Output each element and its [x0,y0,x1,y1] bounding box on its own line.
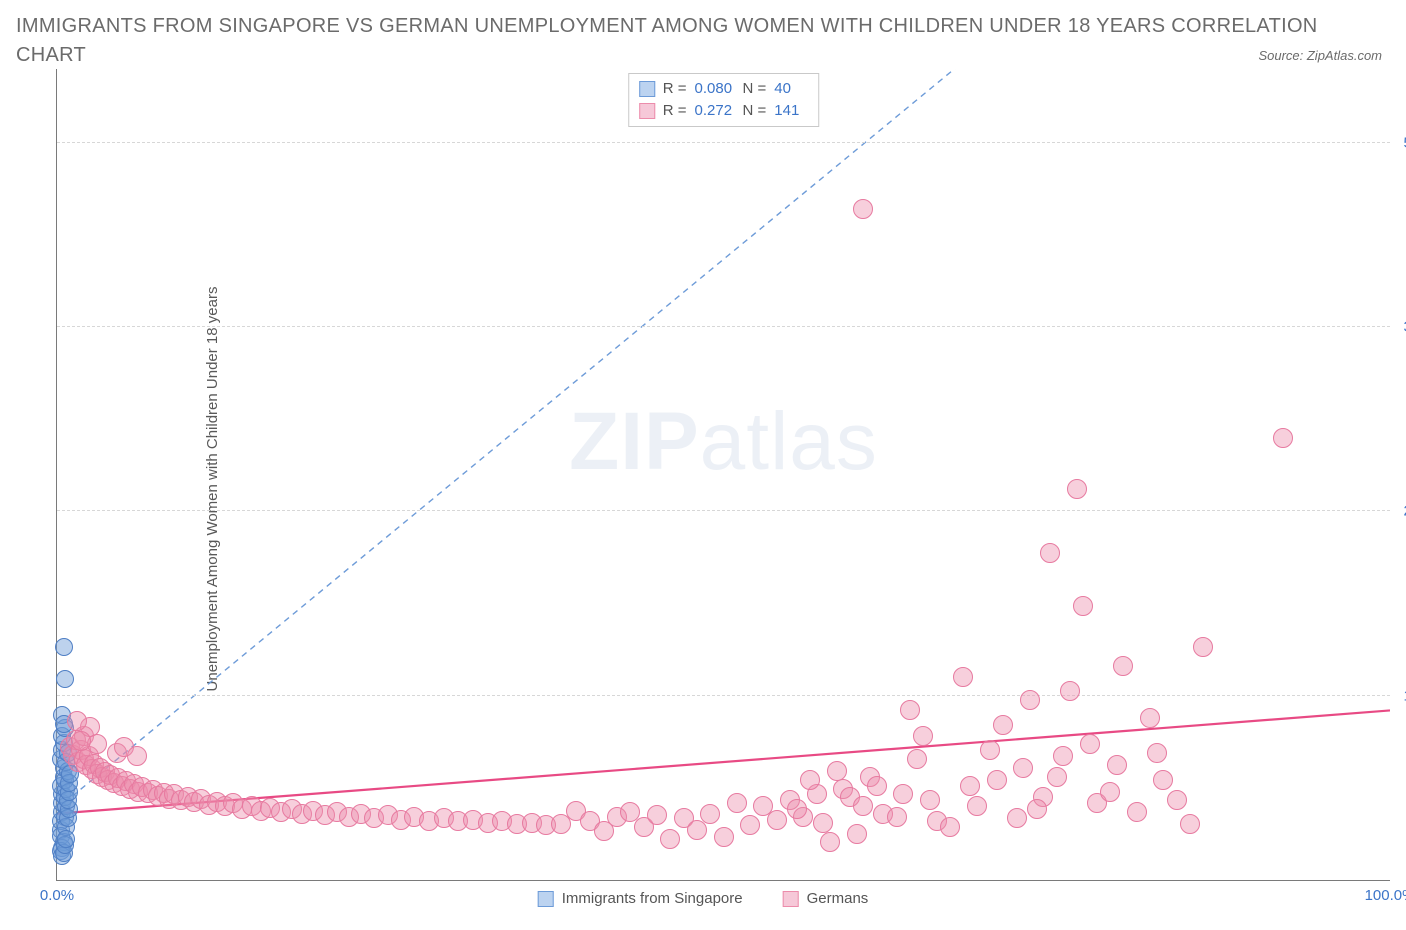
data-point [1167,790,1187,810]
chart-container: Unemployment Among Women with Children U… [16,69,1390,909]
source-attribution: Source: ZipAtlas.com [1258,48,1382,63]
data-point [1053,746,1073,766]
y-tick-label: 37.5% [1396,319,1406,336]
legend-item-series1: Immigrants from Singapore [538,890,743,907]
data-point [727,793,747,813]
data-point [907,749,927,769]
data-point [1180,814,1200,834]
data-point [1073,596,1093,616]
data-point [960,776,980,796]
n-value-series1: 40 [774,78,804,100]
data-point [940,817,960,837]
legend-label-series1: Immigrants from Singapore [562,890,743,907]
data-point [1040,543,1060,563]
gridline [57,695,1390,696]
data-point [1147,743,1167,763]
data-point [1007,808,1027,828]
legend-item-series2: Germans [783,890,869,907]
r-value-series2: 0.272 [695,100,735,122]
y-tick-label: 50.0% [1396,134,1406,151]
n-value-series2: 141 [774,100,804,122]
legend-swatch-series1-icon [538,891,554,907]
data-point [56,670,74,688]
data-point [853,796,873,816]
stats-row-series1: R = 0.080 N = 40 [639,78,805,100]
data-point [1107,755,1127,775]
data-point [740,815,760,835]
data-point [714,827,734,847]
data-point [700,804,720,824]
data-point [853,199,873,219]
data-point [55,638,73,656]
data-point [660,829,680,849]
x-axis-legend: Immigrants from Singapore Germans [538,890,869,907]
data-point [1273,428,1293,448]
watermark: ZIPatlas [569,395,878,489]
data-point [993,715,1013,735]
plot-area-wrap: ZIPatlas R = 0.080 N = 40 R = 0.272 N = … [56,69,1390,881]
data-point [953,667,973,687]
data-point [847,824,867,844]
correlation-stats-box: R = 0.080 N = 40 R = 0.272 N = 141 [628,73,820,127]
swatch-series2-icon [639,103,655,119]
trend-line [64,69,990,803]
data-point [913,726,933,746]
data-point [827,761,847,781]
gridline [57,510,1390,511]
plot-area: ZIPatlas R = 0.080 N = 40 R = 0.272 N = … [56,69,1390,881]
data-point [1013,758,1033,778]
r-label: R = [663,100,687,122]
r-label: R = [663,78,687,100]
data-point [980,740,1000,760]
x-tick-label: 100.0% [1365,887,1406,904]
watermark-atlas: atlas [700,396,878,487]
data-point [127,746,147,766]
data-point [57,830,75,848]
y-tick-label: 25.0% [1396,503,1406,520]
r-value-series1: 0.080 [695,78,735,100]
data-point [813,813,833,833]
data-point [900,700,920,720]
swatch-series1-icon [639,81,655,97]
data-point [767,810,787,830]
data-point [967,796,987,816]
data-point [920,790,940,810]
legend-swatch-series2-icon [783,891,799,907]
y-tick-label: 12.5% [1396,687,1406,704]
data-point [1100,782,1120,802]
header-row: Source: ZipAtlas.com [16,48,1390,63]
data-point [687,820,707,840]
n-label: N = [743,100,767,122]
data-point [800,770,820,790]
data-point [1027,799,1047,819]
data-point [1067,479,1087,499]
legend-label-series2: Germans [807,890,869,907]
gridline [57,142,1390,143]
data-point [71,731,91,751]
stats-row-series2: R = 0.272 N = 141 [639,100,805,122]
data-point [647,805,667,825]
data-point [1193,637,1213,657]
data-point [887,807,907,827]
data-point [1113,656,1133,676]
data-point [1047,767,1067,787]
x-tick-label: 0.0% [40,887,74,904]
data-point [1140,708,1160,728]
data-point [1020,690,1040,710]
data-point [820,832,840,852]
data-point [1153,770,1173,790]
gridline [57,326,1390,327]
trend-lines-svg [57,69,1390,880]
data-point [787,799,807,819]
data-point [1060,681,1080,701]
data-point [987,770,1007,790]
data-point [1127,802,1147,822]
data-point [1080,734,1100,754]
n-label: N = [743,78,767,100]
data-point [893,784,913,804]
data-point [867,776,887,796]
watermark-zip: ZIP [569,396,700,487]
data-point [67,711,87,731]
